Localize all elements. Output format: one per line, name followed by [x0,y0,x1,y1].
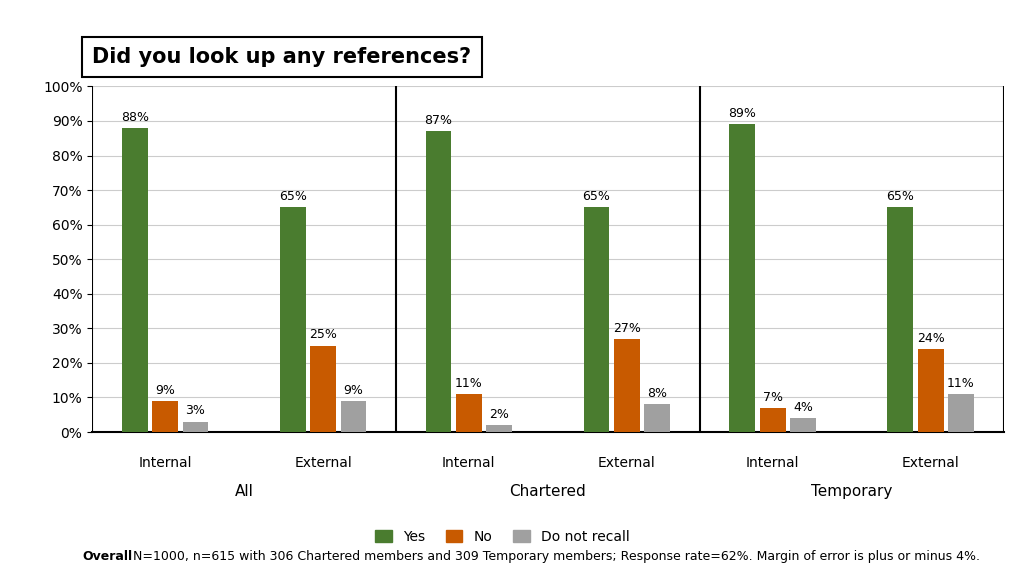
Text: Chartered: Chartered [510,484,586,499]
Text: N=1000, n=615 with 306 Chartered members and 309 Temporary members; Response rat: N=1000, n=615 with 306 Chartered members… [129,550,980,563]
Bar [310,346,336,432]
Bar [426,131,452,432]
Text: 87%: 87% [425,114,453,127]
Text: 65%: 65% [887,190,914,203]
Text: 4%: 4% [793,401,813,414]
Bar [153,401,178,432]
Text: 89%: 89% [728,107,756,120]
Text: 11%: 11% [455,377,482,390]
Text: 3%: 3% [185,404,206,418]
Bar [341,401,367,432]
Bar [614,339,640,432]
Bar [122,128,147,432]
Text: External: External [294,456,352,470]
Bar [760,408,785,432]
Text: Internal: Internal [442,456,496,470]
Legend: Yes, No, Do not recall: Yes, No, Do not recall [370,524,635,550]
Bar [584,207,609,432]
Bar [888,207,913,432]
Text: 7%: 7% [763,391,782,404]
Bar [729,124,755,432]
Bar [456,394,481,432]
Text: 65%: 65% [583,190,610,203]
Text: Did you look up any references?: Did you look up any references? [92,47,471,67]
Text: Overall: Overall [82,550,132,563]
Bar [948,394,974,432]
Text: 11%: 11% [947,377,975,390]
Text: External: External [902,456,959,470]
Text: Internal: Internal [138,456,191,470]
Text: External: External [598,456,655,470]
Text: 65%: 65% [279,190,306,203]
Bar [182,422,208,432]
Text: 2%: 2% [489,408,509,421]
Text: 88%: 88% [121,111,148,124]
Text: 9%: 9% [155,384,175,397]
Text: 25%: 25% [309,328,337,342]
Text: All: All [234,484,254,499]
Text: 8%: 8% [647,387,668,400]
Bar [486,425,512,432]
Text: 24%: 24% [916,332,944,345]
Bar [791,418,816,432]
Bar [280,207,305,432]
Text: 9%: 9% [343,384,364,397]
Bar [918,349,943,432]
Text: 27%: 27% [613,321,641,335]
Text: Internal: Internal [745,456,800,470]
Bar [644,404,670,432]
Text: Temporary: Temporary [811,484,892,499]
